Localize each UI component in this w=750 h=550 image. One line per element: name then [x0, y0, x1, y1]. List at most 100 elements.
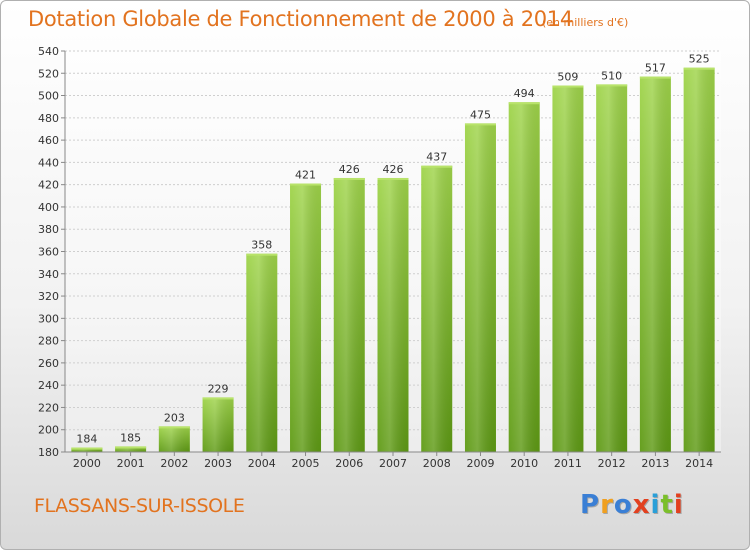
bar-group: 510 — [596, 69, 628, 453]
y-axis: 180 200 220 240 260 280 300 320 340 360 380 400 420 4… — [38, 45, 66, 459]
bar-group: 525 — [683, 53, 715, 452]
x-tick-label: 2006 — [335, 457, 363, 470]
bar-shine — [333, 177, 365, 452]
x-tick-label: 2010 — [510, 457, 538, 470]
bar-group: 517 — [639, 62, 671, 452]
data-label: 525 — [689, 53, 710, 66]
bar-top-edge — [464, 123, 496, 126]
bar-shine — [290, 183, 322, 452]
x-tick-label: 2008 — [423, 457, 451, 470]
x-tick-label: 2014 — [685, 457, 713, 470]
y-tick-label: 360 — [38, 246, 59, 259]
logo-letter: o — [613, 490, 633, 520]
y-tick-label: 180 — [38, 446, 59, 459]
bar-group: 494 — [508, 87, 540, 452]
data-label: 509 — [557, 71, 578, 84]
data-label: 426 — [339, 163, 360, 176]
bar-top-edge — [639, 76, 671, 79]
bar-top-edge — [421, 165, 453, 168]
bar-shine — [508, 102, 540, 452]
data-label: 517 — [645, 62, 666, 75]
bar-shine — [202, 397, 234, 452]
bar-top-edge — [202, 397, 234, 400]
y-tick-label: 280 — [38, 335, 59, 348]
bar-group: 184 — [71, 433, 103, 452]
y-tick-label: 420 — [38, 179, 59, 192]
bar-top-edge — [290, 183, 322, 186]
x-tick-label: 2009 — [466, 457, 494, 470]
data-label: 421 — [295, 169, 316, 182]
x-tick-label: 2007 — [379, 457, 407, 470]
bar-group: 426 — [333, 163, 365, 452]
bar-shine — [158, 426, 190, 452]
y-tick-label: 520 — [38, 67, 59, 80]
bar-top-edge — [71, 447, 103, 450]
data-label: 229 — [208, 382, 229, 395]
data-label: 494 — [514, 87, 535, 100]
data-label: 475 — [470, 108, 491, 121]
data-label: 185 — [120, 431, 141, 444]
bar-shine — [683, 67, 715, 452]
y-tick-label: 380 — [38, 223, 59, 236]
x-axis: 2000 2001 2002 2003 2004 2005 2006 2007 2008 2009… — [65, 451, 721, 470]
y-tick-label: 220 — [38, 401, 59, 414]
data-label: 437 — [426, 151, 447, 164]
logo-letter: i — [673, 490, 684, 520]
bar-group: 475 — [464, 108, 496, 453]
bar-shine — [115, 446, 147, 452]
data-label: 203 — [164, 411, 185, 424]
bar-top-edge — [115, 446, 147, 449]
bar-top-edge — [683, 67, 715, 70]
bar-shine — [596, 84, 628, 453]
bar-shine — [464, 123, 496, 453]
y-tick-label: 460 — [38, 134, 59, 147]
bar-shine — [246, 253, 278, 452]
proxiti-logo: Proxiti — [580, 490, 684, 520]
bar-group: 421 — [290, 169, 322, 452]
y-tick-label: 320 — [38, 290, 59, 303]
data-label: 510 — [601, 69, 622, 82]
y-tick-label: 400 — [38, 201, 59, 214]
y-tick-label: 300 — [38, 312, 59, 325]
x-tick-label: 2013 — [641, 457, 669, 470]
x-tick-label: 2002 — [160, 457, 188, 470]
bar-group: 426 — [377, 163, 409, 452]
y-tick-label: 480 — [38, 112, 59, 125]
data-label: 358 — [251, 239, 272, 252]
unit-label: (en milliers d'€) — [542, 16, 629, 29]
commune-name: FLASSANS-SUR-ISSOLE — [34, 495, 245, 517]
bar-group: 185 — [115, 431, 147, 452]
bar-shine — [552, 85, 584, 453]
bar-shine — [71, 447, 103, 452]
x-tick-label: 2011 — [554, 457, 582, 470]
bar-top-edge — [552, 85, 584, 88]
bar-group: 203 — [158, 411, 190, 452]
logo-letter: t — [660, 490, 674, 520]
bar-top-edge — [246, 253, 278, 256]
x-tick-label: 2000 — [73, 457, 101, 470]
y-tick-label: 500 — [38, 90, 59, 103]
bar-group: 437 — [421, 151, 453, 452]
chart-title: Dotation Globale de Fonctionnement de 20… — [28, 7, 573, 31]
logo-letter: P — [580, 490, 601, 520]
x-tick-label: 2005 — [292, 457, 320, 470]
bar-top-edge — [596, 84, 628, 87]
bar-top-edge — [377, 177, 409, 180]
bar-group: 229 — [202, 382, 234, 452]
bar-shine — [639, 76, 671, 452]
bar-shine — [421, 165, 453, 452]
y-tick-label: 260 — [38, 357, 59, 370]
y-tick-label: 340 — [38, 268, 59, 281]
y-tick-label: 200 — [38, 424, 59, 437]
x-tick-label: 2004 — [248, 457, 276, 470]
bar-group: 509 — [552, 71, 584, 453]
x-tick-label: 2012 — [598, 457, 626, 470]
x-tick-label: 2001 — [117, 457, 145, 470]
data-label: 426 — [383, 163, 404, 176]
bar-top-edge — [508, 102, 540, 105]
y-tick-label: 540 — [38, 45, 59, 58]
bar-shine — [377, 177, 409, 452]
data-label: 184 — [76, 433, 97, 446]
bar-top-edge — [158, 426, 190, 429]
